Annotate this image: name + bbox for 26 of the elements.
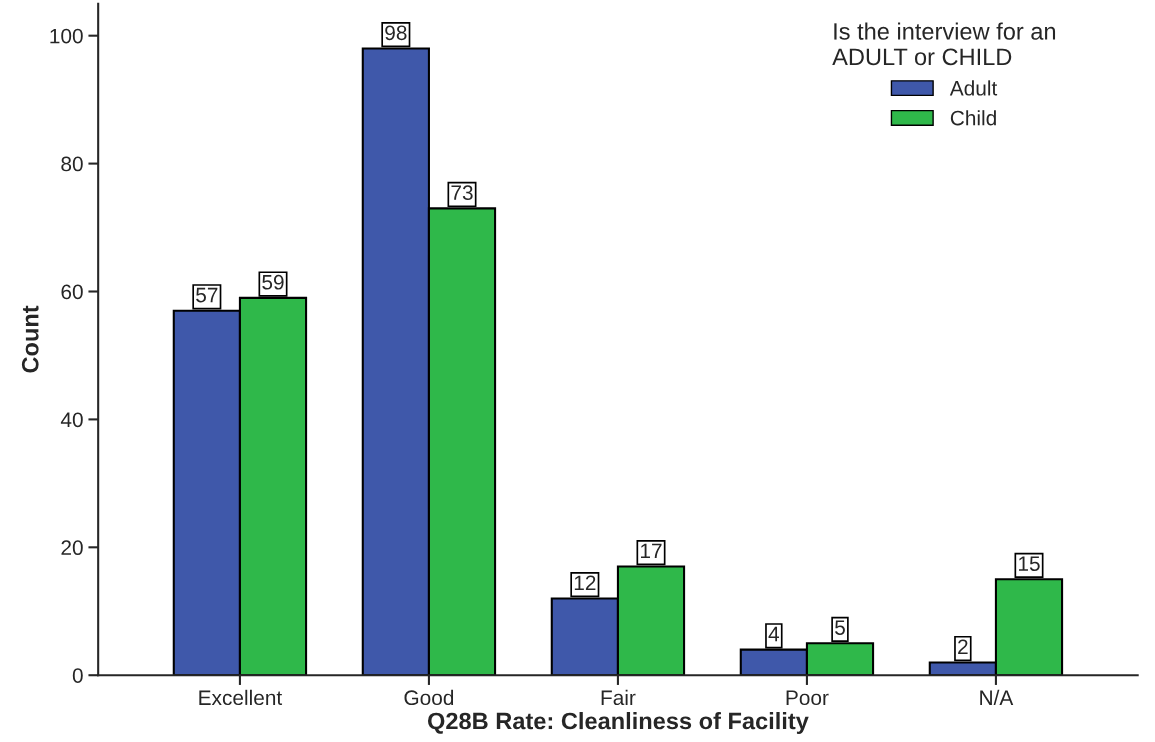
- data-label: 59: [262, 274, 284, 290]
- legend-title: Is the interview for an ADULT or CHILD: [832, 22, 1056, 66]
- data-label: 98: [385, 25, 407, 41]
- legend-label: Adult: [949, 80, 998, 96]
- x-axis-title: Q28B Rate: Cleanliness of Facility: [427, 712, 809, 735]
- data-label: 12: [574, 575, 596, 590]
- data-label: 73: [451, 185, 473, 201]
- y-tick-label: 60: [61, 284, 83, 300]
- y-axis-title: Count: [21, 305, 39, 373]
- legend-label: Child: [950, 110, 996, 126]
- y-tick-label: 20: [61, 540, 83, 556]
- data-label: 2: [958, 639, 968, 654]
- x-tick-label: Good: [404, 689, 454, 706]
- data-label: 57: [196, 287, 218, 303]
- data-label: 17: [641, 543, 662, 559]
- y-tick-label: 80: [61, 156, 83, 172]
- y-tick-label: 0: [72, 668, 83, 683]
- x-tick-label: N/A: [980, 689, 1014, 706]
- y-tick-label: 40: [60, 412, 83, 428]
- data-label: 15: [1019, 556, 1040, 572]
- x-tick-label: Poor: [786, 690, 829, 706]
- x-tick-label: Fair: [601, 689, 636, 706]
- data-label: 4: [768, 626, 780, 642]
- data-label: 5: [835, 620, 845, 635]
- x-tick-label: Excellent: [199, 689, 283, 706]
- y-tick-label: 100: [50, 28, 83, 44]
